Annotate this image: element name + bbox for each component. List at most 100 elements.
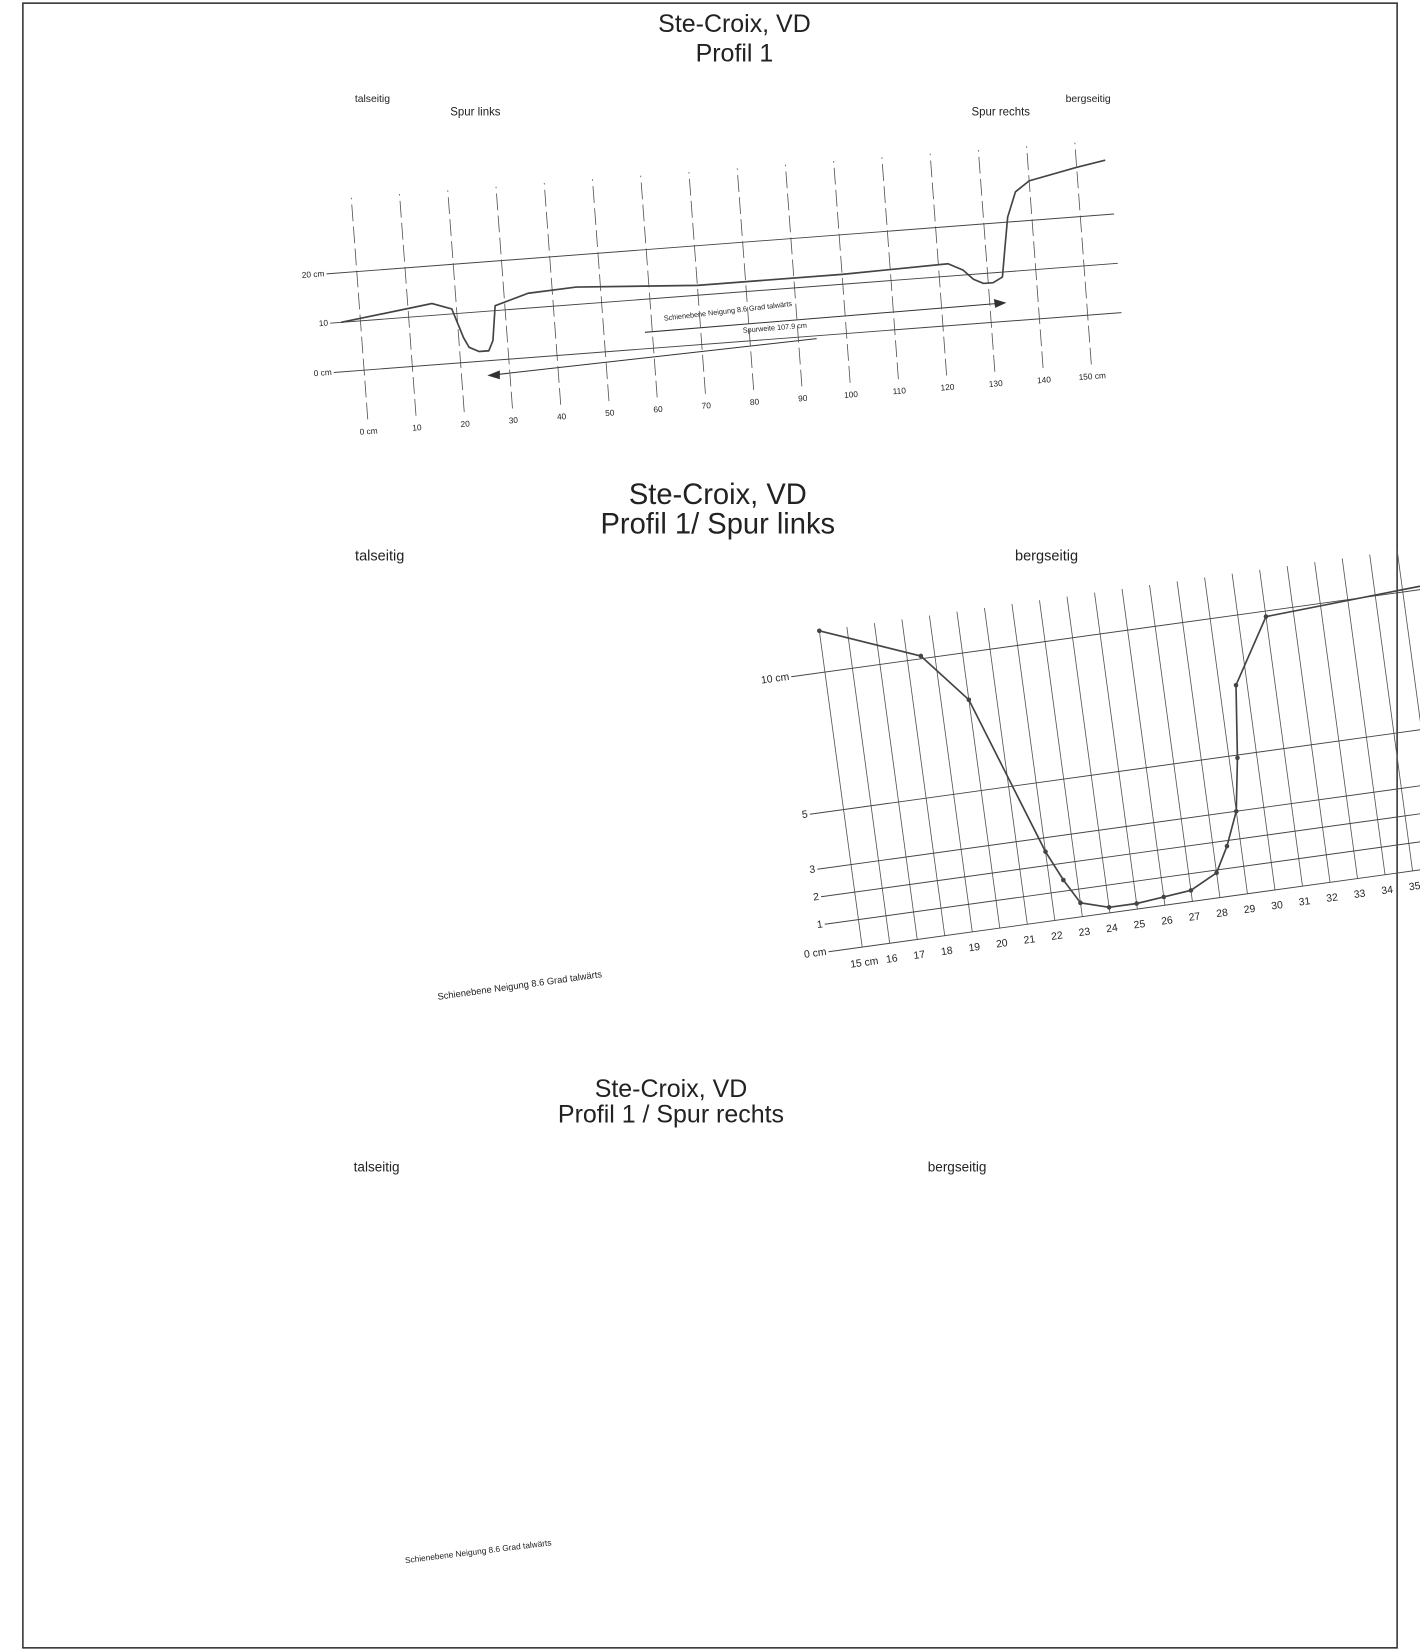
x-tick-label: 130 <box>988 378 1003 389</box>
grid-line <box>901 619 946 936</box>
grid-line <box>333 312 1122 373</box>
y-tick-label: 10 cm <box>760 672 790 687</box>
chart-1-arrows <box>487 298 1007 380</box>
grid-line <box>1094 592 1138 910</box>
x-tick-label: 110 <box>892 385 906 396</box>
x-tick-label: 60 <box>653 404 663 415</box>
chart-title: Ste-Croix, VD <box>629 478 807 511</box>
x-tick-label: 23 <box>1078 927 1091 940</box>
x-tick-label: 120 <box>940 382 955 393</box>
arrow-line <box>488 338 817 376</box>
chart-subtitle: Profil 1 / Spur rechts <box>558 1100 784 1128</box>
x-tick-label: 33 <box>1353 888 1366 901</box>
x-tick-label: 0 cm <box>359 425 378 436</box>
y-tick-label: 1 <box>816 919 823 931</box>
grid-line <box>399 193 417 416</box>
x-tick-label: 17 <box>913 949 926 962</box>
grid-line <box>1026 146 1044 369</box>
profile-point <box>1188 888 1194 893</box>
profile-point <box>1214 870 1219 876</box>
side-label: talseitig <box>354 1159 400 1174</box>
grid-line <box>543 182 562 405</box>
y-tick-label: 3 <box>809 864 816 876</box>
profile-point <box>1043 849 1048 854</box>
x-tick-label: 32 <box>1326 892 1339 905</box>
y-tick-label: 0 cm <box>803 947 827 961</box>
grid-line <box>820 802 1420 898</box>
grid-line <box>817 774 1420 870</box>
y-tick-label: 10 <box>318 318 328 329</box>
y-tick-label: 2 <box>813 892 820 904</box>
grid-line <box>1039 600 1083 917</box>
grid-line <box>1121 588 1166 906</box>
x-tick-label: 10 <box>412 422 422 433</box>
y-tick-label: 0 cm <box>313 367 332 378</box>
grid-line <box>1176 581 1221 898</box>
profile-line <box>340 159 1106 353</box>
x-tick-label: 22 <box>1051 930 1064 943</box>
x-tick-label: 16 <box>885 953 898 966</box>
grid-line <box>956 611 1001 929</box>
grid-line <box>1341 558 1386 875</box>
grid-line <box>1066 596 1111 913</box>
arrow-line <box>644 302 1005 333</box>
grid-line <box>977 149 996 372</box>
profile-point <box>1061 877 1066 883</box>
x-tick-label: 19 <box>968 942 981 955</box>
profile-point <box>918 653 924 659</box>
grid-line <box>824 829 1420 925</box>
x-tick-label: 20 <box>460 418 470 429</box>
profile-point <box>1134 901 1139 906</box>
grid-line <box>1369 554 1413 871</box>
grid-line <box>1286 565 1331 883</box>
profile-point <box>1235 755 1240 761</box>
grid-line <box>818 630 863 948</box>
grid-line <box>495 186 513 409</box>
x-tick-label: 30 <box>1271 900 1284 913</box>
x-tick-label: 34 <box>1381 885 1394 898</box>
x-tick-label: 20 <box>996 938 1009 951</box>
page-frame <box>22 2 1398 1649</box>
x-tick-label: 24 <box>1106 923 1119 936</box>
x-tick-label: 21 <box>1023 934 1036 947</box>
grid-line <box>1011 604 1056 921</box>
y-tick-label: 5 <box>801 809 808 821</box>
annotation: Schienebene Neigung 8.6 Grad talwärts <box>404 1537 552 1565</box>
x-tick-label: 27 <box>1188 911 1201 924</box>
annotation: Spur rechts <box>972 107 1031 119</box>
grid-line <box>1204 577 1248 894</box>
chart-title: Ste-Croix, VD <box>658 10 811 38</box>
grid-line <box>833 160 851 383</box>
grid-line <box>736 168 755 391</box>
side-label: bergseitig <box>1015 548 1078 564</box>
x-tick-label: 29 <box>1243 904 1256 917</box>
grid-line <box>330 262 1118 324</box>
arrow-head <box>993 298 1007 308</box>
x-tick-label: 140 <box>1037 374 1052 385</box>
grid-line <box>1396 550 1420 868</box>
arrow-head <box>487 370 500 380</box>
grid-line <box>447 190 465 413</box>
grid-line <box>928 615 973 932</box>
annotation: Schienebene Neigung 8.6 Grad talwärts <box>437 968 603 1002</box>
x-tick-label: 30 <box>508 415 518 426</box>
x-tick-label: 28 <box>1216 908 1229 921</box>
x-tick-label: 150 cm <box>1078 370 1106 382</box>
profile-point <box>1078 900 1083 906</box>
x-tick-label: 90 <box>798 393 808 404</box>
grid-line <box>688 171 706 394</box>
grid-line <box>828 857 1420 953</box>
profile-point <box>1263 614 1269 619</box>
grid-line <box>881 157 899 380</box>
grid-line <box>1314 562 1358 879</box>
side-label: bergseitig <box>928 1159 987 1174</box>
profile-point <box>1161 894 1167 900</box>
x-tick-label: 25 <box>1133 919 1146 932</box>
profile-point <box>1233 808 1239 814</box>
grid-line <box>350 197 369 420</box>
annotation: Schienebene Neigung 8.6 Grad talwärts <box>663 299 792 323</box>
grid-line <box>846 626 891 944</box>
grid-line <box>592 179 610 402</box>
x-tick-label: 80 <box>750 396 760 407</box>
